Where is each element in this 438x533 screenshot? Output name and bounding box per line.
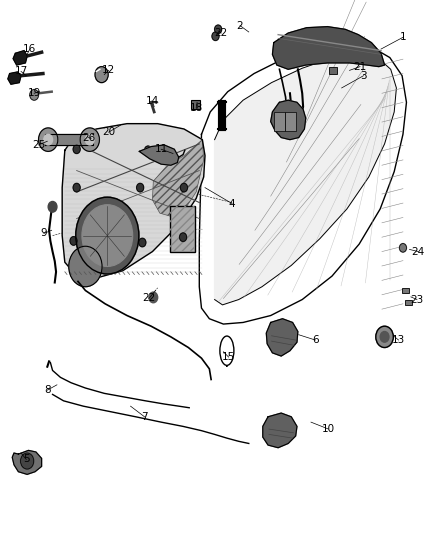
Polygon shape xyxy=(62,124,205,278)
Circle shape xyxy=(21,453,34,469)
Text: 4: 4 xyxy=(229,199,236,208)
Text: 23: 23 xyxy=(410,295,424,304)
Bar xyxy=(285,112,296,131)
Text: 12: 12 xyxy=(102,66,115,75)
Text: 7: 7 xyxy=(141,412,148,422)
Circle shape xyxy=(73,145,80,154)
Text: 10: 10 xyxy=(322,424,335,434)
Circle shape xyxy=(139,238,146,247)
Circle shape xyxy=(149,292,158,303)
Bar xyxy=(329,67,337,74)
Text: 9: 9 xyxy=(40,229,47,238)
Polygon shape xyxy=(271,100,306,140)
Circle shape xyxy=(76,197,139,274)
Polygon shape xyxy=(272,27,385,69)
Circle shape xyxy=(180,233,187,241)
Polygon shape xyxy=(199,44,406,324)
Text: 11: 11 xyxy=(155,144,168,154)
Circle shape xyxy=(70,237,77,245)
Text: 6: 6 xyxy=(312,335,319,345)
Circle shape xyxy=(85,134,94,145)
Text: 18: 18 xyxy=(190,103,203,112)
Text: 3: 3 xyxy=(360,71,367,80)
Circle shape xyxy=(82,205,133,266)
Text: 8: 8 xyxy=(44,385,51,395)
Polygon shape xyxy=(266,319,298,356)
Text: 26: 26 xyxy=(82,133,95,142)
Circle shape xyxy=(44,134,53,145)
Polygon shape xyxy=(263,413,297,448)
Circle shape xyxy=(180,183,187,192)
Ellipse shape xyxy=(220,336,234,366)
Circle shape xyxy=(39,128,58,151)
Bar xyxy=(170,206,195,252)
Circle shape xyxy=(80,128,99,151)
Circle shape xyxy=(376,326,393,348)
Text: 17: 17 xyxy=(14,67,28,76)
Bar xyxy=(405,300,412,305)
Text: 22: 22 xyxy=(142,294,155,303)
Text: 22: 22 xyxy=(215,28,228,38)
Circle shape xyxy=(30,90,39,100)
Text: 25: 25 xyxy=(32,140,45,150)
Text: 13: 13 xyxy=(392,335,405,345)
Text: 2: 2 xyxy=(237,21,244,30)
Bar xyxy=(191,100,200,109)
Circle shape xyxy=(212,32,219,41)
Circle shape xyxy=(399,244,406,252)
Circle shape xyxy=(380,332,389,342)
Polygon shape xyxy=(139,145,179,165)
Circle shape xyxy=(48,201,57,212)
Circle shape xyxy=(137,183,144,192)
Polygon shape xyxy=(13,51,27,65)
Text: 1: 1 xyxy=(399,33,406,42)
Polygon shape xyxy=(12,450,42,474)
Text: 5: 5 xyxy=(23,455,30,464)
Text: 14: 14 xyxy=(146,96,159,106)
Text: 24: 24 xyxy=(412,247,425,256)
Text: 21: 21 xyxy=(353,62,367,71)
Bar xyxy=(274,112,285,131)
Text: 20: 20 xyxy=(102,127,115,137)
Polygon shape xyxy=(152,140,204,219)
Text: 16: 16 xyxy=(23,44,36,54)
Bar xyxy=(402,288,409,293)
Polygon shape xyxy=(45,134,93,145)
Circle shape xyxy=(145,146,152,155)
Text: 19: 19 xyxy=(28,88,41,98)
Circle shape xyxy=(69,246,102,287)
Circle shape xyxy=(73,183,80,192)
Circle shape xyxy=(215,25,222,34)
Circle shape xyxy=(95,67,108,83)
Text: 15: 15 xyxy=(222,352,235,362)
Polygon shape xyxy=(215,53,396,305)
Polygon shape xyxy=(8,72,21,84)
Bar xyxy=(170,206,195,252)
